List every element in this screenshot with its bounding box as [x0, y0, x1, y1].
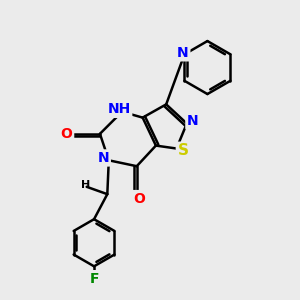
- Text: O: O: [61, 127, 73, 141]
- Text: H: H: [81, 180, 90, 190]
- Text: NH: NH: [107, 102, 131, 116]
- Text: N: N: [177, 46, 189, 60]
- Text: F: F: [89, 272, 99, 286]
- Text: O: O: [133, 192, 145, 206]
- Text: N: N: [98, 151, 109, 165]
- Text: N: N: [187, 114, 199, 128]
- Text: S: S: [178, 143, 188, 158]
